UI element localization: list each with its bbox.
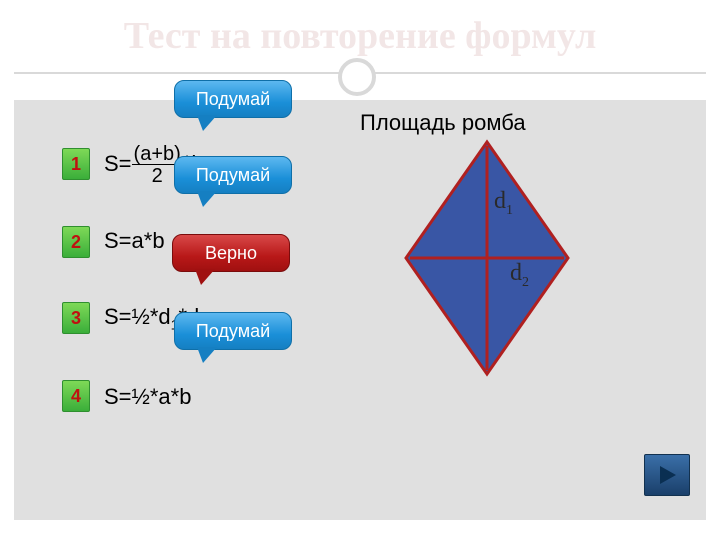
next-button[interactable] xyxy=(644,454,690,496)
option-number-1[interactable]: 1 xyxy=(62,148,90,180)
option-number-3[interactable]: 3 xyxy=(62,302,90,334)
option-formula-4[interactable]: S=½*a*b xyxy=(104,384,191,410)
rhombus-figure: d1 d2 xyxy=(392,138,582,378)
feedback-callout-label: Подумай xyxy=(196,321,270,341)
slide-title: Тест на повторение формул xyxy=(0,14,720,58)
feedback-callout-4: Подумай xyxy=(174,312,292,350)
feedback-callout-3: Верно xyxy=(172,234,290,272)
feedback-callout-label: Верно xyxy=(205,243,257,263)
option-number-2[interactable]: 2 xyxy=(62,226,90,258)
title-divider-circle xyxy=(338,58,376,96)
feedback-callout-2: Подумай xyxy=(174,156,292,194)
option-formula-2[interactable]: S=a*b xyxy=(104,228,165,254)
play-icon xyxy=(655,463,679,487)
slide: Тест на повторение формул Площадь ромба … xyxy=(0,0,720,540)
feedback-callout-label: Подумай xyxy=(196,165,270,185)
question-label: Площадь ромба xyxy=(360,110,526,136)
option-number-4[interactable]: 4 xyxy=(62,380,90,412)
feedback-callout-label: Подумай xyxy=(196,89,270,109)
feedback-callout-1: Подумай xyxy=(174,80,292,118)
